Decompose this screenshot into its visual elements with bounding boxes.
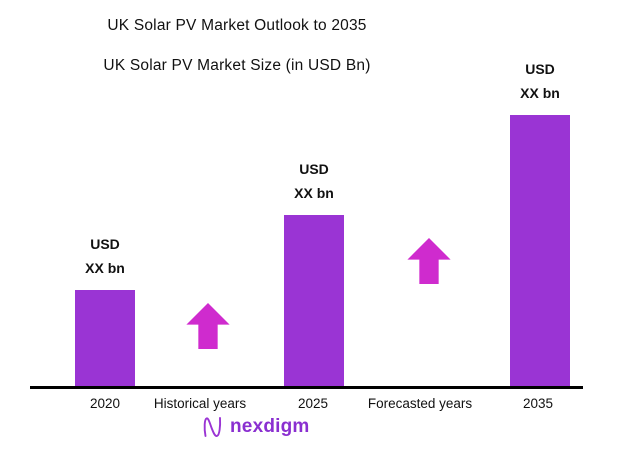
x-axis-label-forecasted-years: Forecasted years: [367, 396, 473, 411]
bar-2035: [510, 115, 570, 386]
x-axis-label-2025: 2025: [297, 396, 329, 411]
bar-value-label-2035: USD XX bn: [520, 57, 560, 105]
bar-value-line1: USD: [299, 160, 329, 177]
bar-group-2025: USD XX bn: [284, 157, 344, 386]
brand-logo: nexdigm: [201, 414, 310, 440]
bar-2020: [75, 290, 135, 386]
x-axis-label-historical-years: Historical years: [153, 396, 247, 411]
chart-title: UK Solar PV Market Outlook to 2035: [107, 17, 367, 34]
up-arrow-icon: [185, 303, 231, 349]
bar-value-label-2025: USD XX bn: [294, 157, 334, 205]
bar-2025: [284, 215, 344, 386]
x-axis-label-2035: 2035: [522, 396, 554, 411]
bar-group-2020: USD XX bn: [75, 232, 135, 386]
x-axis-label-2020: 2020: [89, 396, 121, 411]
bar-value-line2: XX bn: [520, 84, 560, 101]
chart-subtitle: UK Solar PV Market Size (in USD Bn): [103, 57, 371, 74]
x-axis-line: [30, 386, 583, 389]
brand-name: nexdigm: [230, 416, 310, 437]
nexdigm-logo-icon: [203, 417, 222, 437]
bar-value-line1: USD: [90, 235, 120, 252]
up-arrow-icon: [406, 238, 452, 284]
chart-header: UK Solar PV Market Outlook to 2035 UK So…: [77, 17, 397, 75]
bar-value-line2: XX bn: [294, 184, 334, 201]
bar-value-line1: USD: [525, 60, 555, 77]
bar-value-line2: XX bn: [85, 259, 125, 276]
bar-value-label-2020: USD XX bn: [85, 232, 125, 280]
bar-group-2035: USD XX bn: [510, 57, 570, 386]
